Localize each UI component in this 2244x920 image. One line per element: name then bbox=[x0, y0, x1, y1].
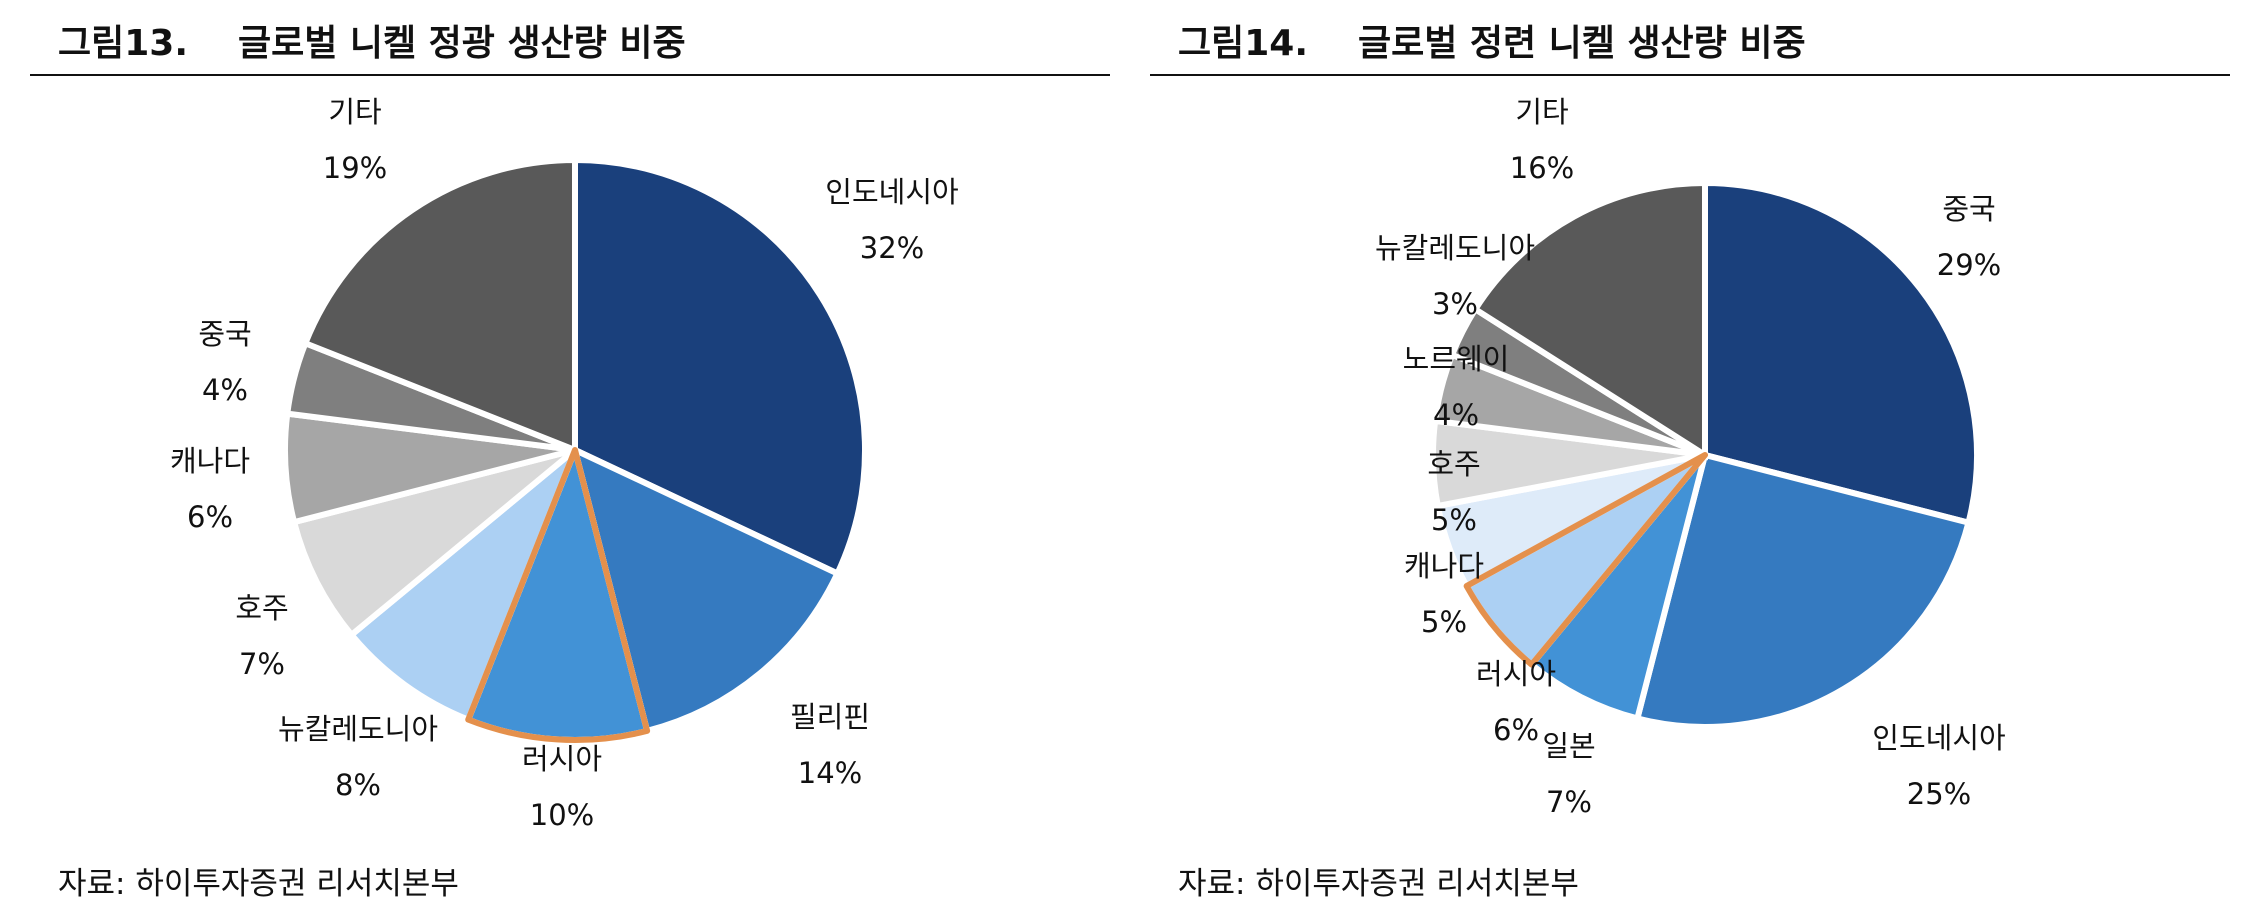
pie-label: 인도네시아 25% bbox=[1872, 710, 2005, 822]
pie-slice bbox=[347, 447, 578, 724]
pie-label-name: 노르웨이 bbox=[1402, 342, 1510, 376]
pie-label-name: 러시아 bbox=[1475, 657, 1557, 691]
pie-label-name: 일본 bbox=[1542, 729, 1596, 763]
pie-label: 중국 29% bbox=[1937, 181, 2001, 293]
pie-label: 캐나다 6% bbox=[170, 433, 250, 545]
pie-slice bbox=[301, 156, 578, 455]
pie-label-name: 호주 bbox=[235, 591, 289, 625]
pie-label-name: 필리핀 bbox=[789, 700, 871, 734]
pie-chart-refined-nickel bbox=[1430, 179, 1980, 730]
source-note: 자료: 하이투자증권 리서치본부 bbox=[1178, 866, 1579, 902]
figure-number: 그림13. bbox=[58, 23, 189, 64]
source-note: 자료: 하이투자증권 리서치본부 bbox=[58, 866, 459, 902]
pie-slice bbox=[1471, 179, 1708, 461]
pie-label: 러시아 10% bbox=[522, 731, 602, 843]
pie-label-name: 캐나다 bbox=[169, 444, 251, 478]
pie-label: 기타 19% bbox=[323, 84, 387, 196]
pie-label: 호주 7% bbox=[235, 580, 288, 692]
pie-label: 일본 7% bbox=[1542, 718, 1595, 830]
pie-chart-nickel-ore bbox=[282, 156, 868, 743]
pie-slice bbox=[1702, 179, 1980, 527]
pie-slice bbox=[1633, 451, 1973, 730]
pie-label-value: 6% bbox=[1492, 713, 1540, 747]
pie-label-name: 기타 bbox=[328, 95, 382, 129]
pie-label-value: 7% bbox=[238, 647, 285, 681]
pie-label: 인도네시아 32% bbox=[825, 164, 958, 276]
pie-label-value: 19% bbox=[322, 151, 388, 185]
pie-label: 뉴칼레도니아 8% bbox=[278, 701, 438, 813]
pie-label-name: 러시아 bbox=[521, 742, 603, 776]
pie-label-value: 4% bbox=[1432, 398, 1480, 432]
pie-label-value: 7% bbox=[1545, 785, 1592, 819]
pie-label: 러시아 6% bbox=[1476, 646, 1556, 758]
pie-label-value: 3% bbox=[1431, 287, 1478, 321]
pie-label: 필리핀 14% bbox=[790, 689, 870, 801]
chart-panel-nickel-ore: 그림13. 글로벌 니켈 정광 생산량 비중 인도네시아 32% 필리핀 14% 러시아 1… bbox=[30, 0, 1140, 920]
figure-title-text: 글로벌 정련 니켈 생산량 비중 bbox=[1358, 23, 1806, 64]
pie-label-name: 호주 bbox=[1427, 447, 1481, 481]
title-divider bbox=[30, 74, 1110, 76]
pie-slice bbox=[572, 156, 868, 578]
chart-panel-refined-nickel: 그림14. 글로벌 정련 니켈 생산량 비중 중국 29% 인도네시아 25% 일본 7% 러… bbox=[1150, 0, 2244, 920]
pie-label-value: 5% bbox=[1430, 503, 1477, 537]
title-divider bbox=[1150, 74, 2230, 76]
pie-label-value: 29% bbox=[1936, 248, 2002, 282]
pie-label-name: 기타 bbox=[1515, 95, 1569, 129]
pie-label-name: 중국 bbox=[198, 317, 252, 351]
pie-label: 노르웨이 4% bbox=[1403, 331, 1510, 443]
pie-label-name: 인도네시아 bbox=[1872, 721, 2006, 755]
pie-label-value: 5% bbox=[1420, 605, 1468, 639]
highlighted-slice-outline bbox=[465, 447, 651, 743]
pie-label: 기타 16% bbox=[1510, 84, 1574, 196]
pie-label: 호주 5% bbox=[1427, 436, 1480, 548]
pie-label-value: 16% bbox=[1509, 151, 1575, 185]
pie-label-value: 10% bbox=[529, 798, 595, 832]
figure-title: 그림13. 글로벌 니켈 정광 생산량 비중 bbox=[58, 14, 686, 66]
pie-label-name: 뉴칼레도니아 bbox=[1374, 231, 1536, 265]
highlighted-slice-outline bbox=[1463, 452, 1708, 668]
figure-title-text: 글로벌 니켈 정광 생산량 비중 bbox=[238, 23, 686, 64]
pie-label-value: 25% bbox=[1906, 777, 1972, 811]
pie-slice bbox=[570, 444, 842, 735]
pie-label-name: 뉴칼레도니아 bbox=[277, 712, 439, 746]
figure-title: 그림14. 글로벌 정련 니켈 생산량 비중 bbox=[1178, 14, 1806, 66]
pie-label-value: 4% bbox=[201, 373, 248, 407]
pie-label-value: 14% bbox=[797, 756, 863, 790]
pie-label-name: 캐나다 bbox=[1403, 549, 1485, 583]
pie-label-name: 인도네시아 bbox=[825, 175, 959, 209]
pie-label-name: 중국 bbox=[1942, 192, 1996, 226]
pie-label-value: 8% bbox=[334, 768, 381, 802]
pie-label: 중국 4% bbox=[198, 306, 251, 418]
figure-number: 그림14. bbox=[1178, 23, 1309, 64]
pie-label: 뉴칼레도니아 3% bbox=[1375, 220, 1535, 332]
pie-label-value: 6% bbox=[186, 500, 234, 534]
pie-label: 캐나다 5% bbox=[1404, 538, 1484, 650]
pie-label-value: 32% bbox=[859, 231, 925, 265]
